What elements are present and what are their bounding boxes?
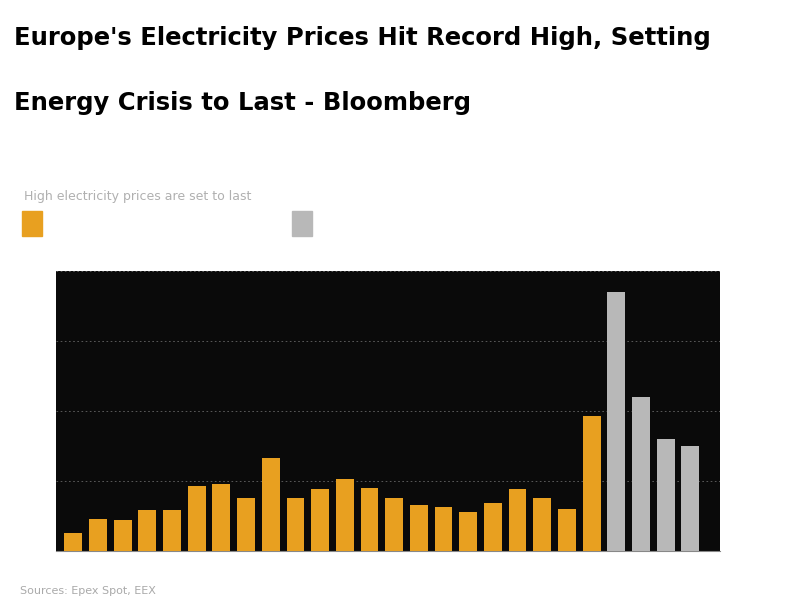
- Bar: [410, 505, 428, 551]
- Text: High electricity prices are set to last: High electricity prices are set to last: [24, 190, 251, 203]
- Text: Energy Crisis to Last - Bloomberg: Energy Crisis to Last - Bloomberg: [14, 91, 471, 115]
- Text: 200  Euros/megawatt-hour: 200 Euros/megawatt-hour: [622, 259, 780, 272]
- FancyBboxPatch shape: [22, 211, 42, 236]
- Text: Sources: Epex Spot, EEX: Sources: Epex Spot, EEX: [20, 586, 156, 596]
- Bar: [138, 510, 156, 551]
- Bar: [582, 416, 601, 551]
- Bar: [213, 484, 230, 551]
- Bar: [657, 439, 674, 551]
- Bar: [607, 291, 626, 551]
- Bar: [188, 487, 206, 551]
- Text: German Power Crunch: German Power Crunch: [24, 158, 216, 173]
- Bar: [311, 489, 329, 551]
- Bar: [114, 520, 131, 551]
- Bar: [163, 510, 181, 551]
- Bar: [558, 509, 576, 551]
- Bar: [286, 498, 304, 551]
- Bar: [484, 503, 502, 551]
- Bar: [336, 479, 354, 551]
- Bar: [509, 489, 526, 551]
- Bar: [89, 519, 107, 551]
- Text: Europe's Electricity Prices Hit Record High, Setting: Europe's Electricity Prices Hit Record H…: [14, 27, 711, 50]
- Bar: [434, 507, 453, 551]
- Bar: [459, 511, 477, 551]
- Bar: [386, 498, 403, 551]
- Bar: [262, 458, 280, 551]
- Bar: [361, 488, 378, 551]
- Bar: [534, 498, 551, 551]
- Text: Future contract: Future contract: [318, 217, 409, 230]
- Bar: [682, 446, 699, 551]
- Bar: [237, 498, 255, 551]
- Text: Bloomberg: Bloomberg: [686, 581, 780, 596]
- Text: Average annual day-ahead price: Average annual day-ahead price: [48, 217, 240, 230]
- Bar: [64, 533, 82, 551]
- FancyBboxPatch shape: [292, 211, 312, 236]
- Bar: [632, 397, 650, 551]
